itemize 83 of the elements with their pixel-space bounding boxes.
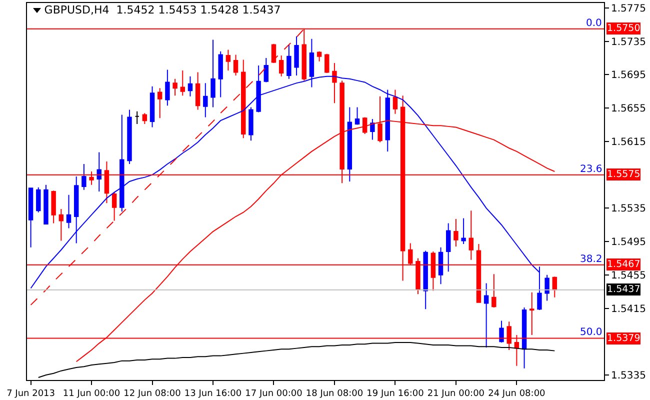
y-tick-label: 1.5615 [611,136,646,148]
candlestick [446,222,451,272]
candlestick [248,106,254,142]
candlestick [324,53,330,74]
candlestick [51,190,56,224]
x-tick-label: 12 Jun 08:00 [124,388,182,399]
candlestick [484,282,489,348]
candlestick [278,55,284,77]
candlestick [438,246,444,285]
candlestick [36,186,41,213]
y-tick-label: 1.5495 [611,237,646,248]
candlestick [241,59,246,139]
ref-line-label: 1.5437 [607,284,640,295]
candlestick [134,110,140,124]
y-tick-label: 1.5335 [611,370,646,382]
x-tick-label: 24 Jun 08:00 [488,388,546,399]
ref-line-label: 1.5750 [607,23,640,34]
candlestick [172,78,178,96]
y-tick-label: 1.5695 [611,70,646,82]
candlestick [354,106,360,126]
x-tick-label: 13 Jun 16:00 [184,388,242,399]
line-series [38,342,556,378]
candlestick [74,176,79,244]
candlestick [28,188,34,248]
candlestick [385,89,390,152]
y-tick-label: 1.5735 [611,36,646,48]
candlestick [218,50,223,98]
candlestick [96,152,102,192]
x-tick-label: 7 Jun 2013 [6,388,56,399]
candlestick [210,39,216,108]
candlestick [530,292,534,336]
ref-line-label: 1.5575 [607,169,640,180]
y-tick-label: 1.5455 [611,270,646,282]
candlestick [142,112,148,124]
ref-line-label: 1.5379 [607,333,640,344]
candlestick [316,50,322,62]
candlestick [233,54,238,76]
candlestick [226,49,231,72]
x-tick-label: 19 Jun 16:00 [366,388,424,399]
candlestick [499,320,504,343]
candlestick [461,218,466,245]
candlestick [44,184,48,225]
x-tick-label: 17 Jun 00:00 [245,388,303,399]
candlestick [195,72,200,110]
candlestick [552,276,558,298]
candlestick [347,106,352,182]
candlestick [423,250,428,310]
candlestick [264,58,269,83]
candlestick [112,192,117,222]
candlestick [468,210,474,260]
candlestick [188,76,193,97]
candlestick [150,86,155,128]
candlestick [203,82,208,118]
candlestick [294,36,299,76]
annotation: 38.2 [580,254,602,265]
candlestick [127,109,132,164]
y-tick-label: 1.5775 [611,4,646,14]
candlestick [66,194,72,229]
candlestick [58,208,64,242]
candlestick [286,44,292,80]
candlestick [544,274,550,302]
candlestick [522,306,527,369]
candlestick [370,118,375,140]
candlestick [180,70,185,96]
x-tick-label: 21 Jun 00:00 [427,388,485,399]
y-tick-label: 1.5535 [611,204,646,215]
annotation: 23.6 [580,164,602,175]
candlestick [332,62,337,104]
x-tick-label: 18 Jun 08:00 [306,388,364,399]
candlestick [158,88,162,119]
candlestick [454,218,458,248]
candlestick [120,114,124,212]
candlestick [165,69,170,106]
annotation: 50.0 [580,327,602,338]
candlestick [492,274,496,308]
annotation: 0.0 [586,18,602,29]
candlestick [392,89,398,114]
x-tick-label: 11 Jun 00:00 [62,388,120,399]
candlestick [82,163,86,190]
y-tick-label: 1.5415 [611,304,646,315]
chart-title: GBPUSD,H4 1.5452 1.5453 1.5428 1.5437 [44,3,281,16]
ref-line-label: 1.5467 [607,259,640,270]
y-tick-label: 1.5655 [611,104,646,115]
